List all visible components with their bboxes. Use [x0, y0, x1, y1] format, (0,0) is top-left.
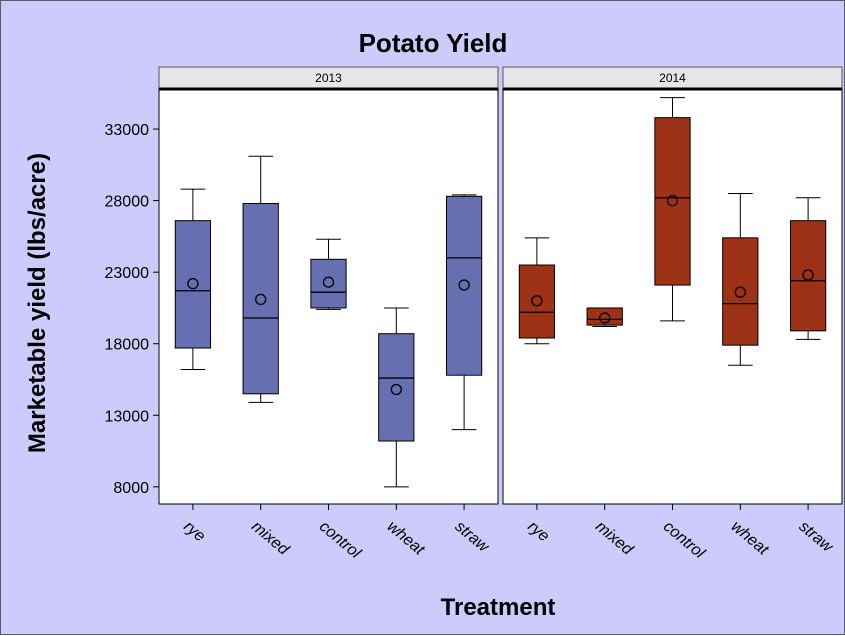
iqr-box	[310, 258, 347, 309]
y-axis-title: Marketable yield (lbs/acre)	[24, 153, 51, 453]
panel-2013: 2013 rye mixed control wheat straw	[158, 66, 499, 562]
x-tick-label: wheat	[728, 518, 772, 559]
mean-marker	[599, 312, 611, 324]
y-tick-label: 8000	[113, 480, 149, 497]
iqr-box	[445, 195, 483, 376]
x-tick-label: control	[660, 518, 708, 562]
iqr-box	[174, 220, 212, 349]
panel-2014: 2014 rye mixed control wheat straw	[502, 66, 843, 562]
x-tick-label: straw	[452, 518, 493, 557]
iqr-box	[722, 237, 759, 346]
x-tick-label: mixed	[592, 518, 636, 559]
iqr-box	[518, 264, 556, 339]
mean-marker	[666, 194, 679, 207]
iqr-box	[242, 202, 279, 395]
chart-title: Potato Yield	[359, 28, 508, 58]
plot-layer: 8000 13000 18000 23000 28000 33000 2013 rye mixe…	[105, 66, 843, 562]
plot-area	[158, 88, 499, 505]
panel-strip-label: 2014	[659, 71, 686, 85]
mean-marker	[458, 279, 470, 291]
x-axis-title: Treatment	[441, 594, 556, 621]
mean-marker	[390, 383, 402, 396]
x-tick-label: mixed	[248, 518, 292, 559]
y-tick-label: 28000	[105, 194, 150, 211]
x-tick-label: rye	[180, 518, 208, 545]
mean-marker	[255, 293, 267, 306]
x-tick-label: rye	[524, 518, 552, 545]
mean-marker	[531, 295, 543, 307]
iqr-box	[586, 307, 623, 326]
iqr-box	[654, 117, 691, 286]
x-tick-label: wheat	[384, 518, 428, 559]
mean-marker	[322, 276, 335, 288]
panel-strip-label: 2013	[315, 71, 342, 85]
mean-marker	[187, 277, 199, 290]
x-tick-label: control	[316, 518, 364, 562]
y-tick-label: 33000	[105, 122, 150, 139]
box-control: control	[654, 97, 708, 562]
x-tick-label: straw	[796, 518, 837, 557]
iqr-box	[378, 333, 415, 442]
y-tick-label: 13000	[105, 408, 150, 425]
iqr-box	[789, 220, 827, 332]
mean-marker	[802, 269, 814, 281]
y-tick-label: 23000	[105, 265, 150, 282]
mean-marker	[734, 286, 746, 298]
y-tick-label: 18000	[105, 337, 150, 354]
